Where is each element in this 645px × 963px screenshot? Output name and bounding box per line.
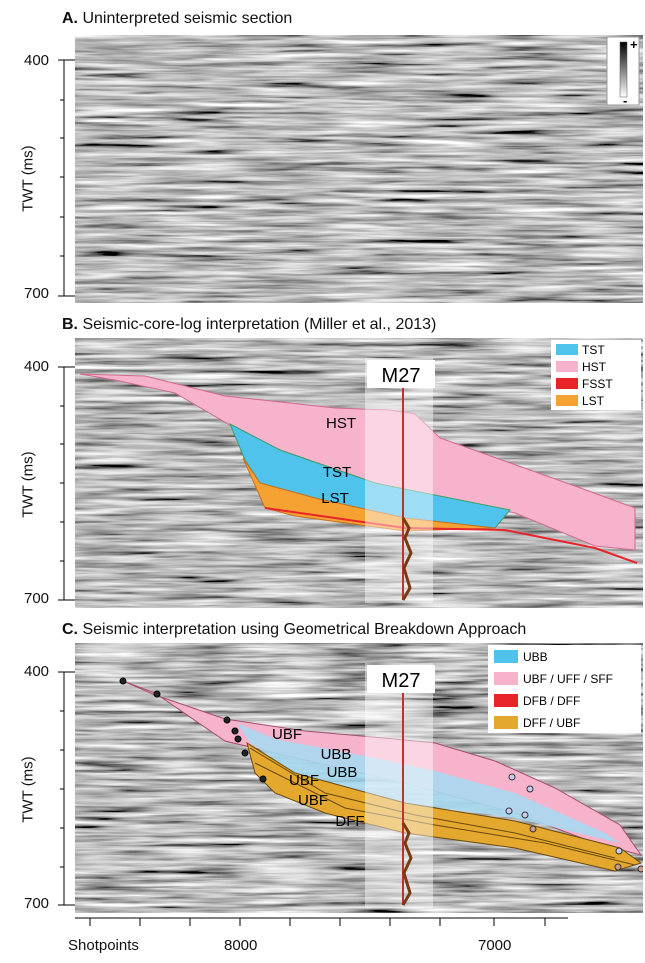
fsst-line [264, 507, 638, 564]
well-label-c: M27 [382, 670, 421, 692]
panel-a-ytick-400: 400 [24, 52, 50, 69]
legend-b-fsst: FSST [582, 377, 613, 391]
panel-c-ytick-400: 400 [24, 663, 50, 680]
legend-c-4: DFF / UBF [523, 716, 580, 730]
label-c-5: UBF [298, 792, 328, 809]
legend-c-2: UBF / UFF / SFF [523, 672, 613, 686]
label-c-6: DFF [335, 813, 364, 830]
label-c-4: UBF [289, 772, 319, 789]
panel-c-ytick-700: 700 [24, 895, 50, 912]
panel-b-ytick-700: 700 [24, 590, 50, 607]
panel-a-title: A. Uninterpreted seismic section [62, 10, 293, 27]
seismic-panel-b: M27 HST TST LST TST HST FSST LST [75, 338, 643, 608]
xtick-7000: 7000 [478, 937, 512, 954]
colorbar-plus: + [630, 37, 638, 52]
panel-c-title: C. Seismic interpretation using Geometri… [62, 621, 527, 638]
legend-b-lst: LST [582, 394, 605, 408]
panel-b-ylabel: TWT (ms) [19, 451, 37, 518]
legend-c-1: UBB [523, 650, 548, 664]
legend-c: UBB UBF / UFF / SFF DFB / DFF DFF / UBF [488, 645, 641, 733]
xaxis-label: Shotpoints [68, 937, 139, 954]
seismic-panel-a: + - [75, 35, 643, 303]
label-hst: HST [326, 415, 356, 432]
panel-a-ytick-700: 700 [24, 285, 50, 302]
well-label-b: M27 [382, 365, 421, 387]
panel-b-title: B. Seismic-core-log interpretation (Mill… [62, 316, 437, 333]
colorbar-minus: - [623, 93, 627, 108]
label-c-3: UBB [327, 764, 358, 781]
dff-body [246, 741, 643, 872]
panel-b-ytick-400: 400 [24, 358, 50, 375]
legend-c-3: DFB / DFF [523, 694, 580, 708]
axis-lines [58, 59, 568, 926]
lst-body [242, 457, 496, 532]
label-lst: LST [321, 490, 349, 507]
xtick-8000: 8000 [224, 937, 258, 954]
legend-b-hst: HST [582, 360, 607, 374]
legend-b-tst: TST [582, 343, 605, 357]
label-c-2: UBB [321, 746, 352, 763]
label-tst: TST [323, 464, 351, 481]
hst-body [79, 373, 636, 551]
seismic-panel-c: M27 UBF UBB UBB UBF UBF DFF UBB UBF / UF… [75, 643, 643, 913]
legend-b: TST HST FSST LST [551, 340, 641, 410]
label-c-1: UBF [272, 726, 302, 743]
panel-c-ylabel: TWT (ms) [19, 756, 37, 823]
